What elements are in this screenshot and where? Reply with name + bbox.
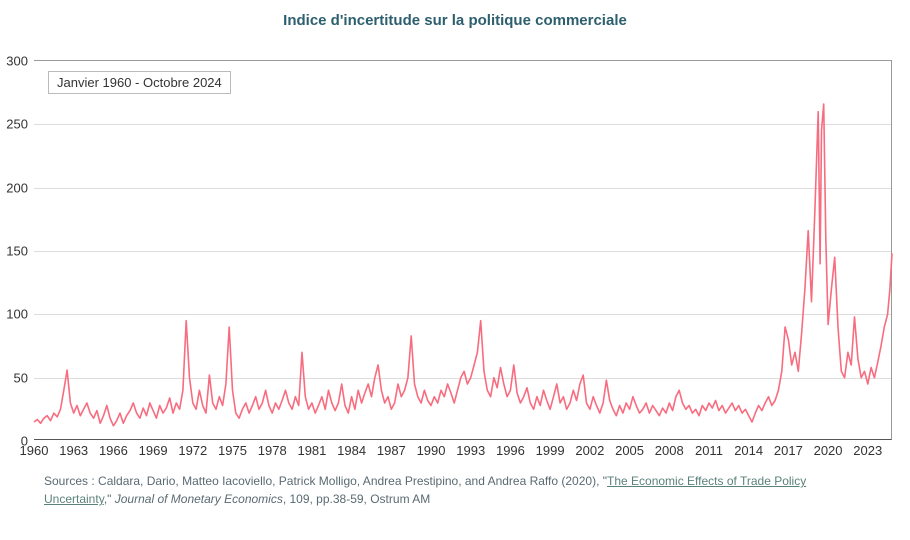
x-tick-label: 1999 bbox=[536, 443, 565, 458]
y-tick-label: 100 bbox=[6, 307, 28, 322]
x-tick-label: 1993 bbox=[456, 443, 485, 458]
x-tick-label: 1969 bbox=[139, 443, 168, 458]
x-tick-label: 2014 bbox=[734, 443, 763, 458]
x-tick-label: 1987 bbox=[377, 443, 406, 458]
x-tick-label: 1975 bbox=[218, 443, 247, 458]
source-tail: , 109, pp.38-59, Ostrum AM bbox=[283, 492, 430, 506]
x-tick-label: 2005 bbox=[615, 443, 644, 458]
x-tick-label: 2011 bbox=[695, 443, 723, 458]
x-tick-label: 1990 bbox=[417, 443, 446, 458]
x-tick-label: 1984 bbox=[337, 443, 366, 458]
source-prefix: Sources : bbox=[44, 474, 98, 488]
x-tick-label: 2008 bbox=[655, 443, 684, 458]
series-line bbox=[34, 61, 892, 441]
x-tick-label: 1963 bbox=[59, 443, 88, 458]
source-suffix: ," bbox=[104, 492, 115, 506]
x-tick-label: 1978 bbox=[258, 443, 287, 458]
x-tick-label: 2020 bbox=[814, 443, 843, 458]
chart-source: Sources : Caldara, Dario, Matteo Iacovie… bbox=[44, 472, 824, 508]
chart-plot-area: Janvier 1960 - Octobre 2024 050100150200… bbox=[34, 60, 892, 440]
x-tick-label: 1996 bbox=[496, 443, 525, 458]
x-tick-label: 2002 bbox=[575, 443, 604, 458]
x-tick-label: 1960 bbox=[20, 443, 49, 458]
source-journal: Journal of Monetary Economics bbox=[115, 492, 283, 506]
y-tick-label: 200 bbox=[6, 180, 28, 195]
x-tick-label: 1981 bbox=[297, 443, 326, 458]
x-tick-label: 2017 bbox=[774, 443, 803, 458]
source-authors: Caldara, Dario, Matteo Iacoviello, Patri… bbox=[98, 474, 607, 488]
y-tick-label: 50 bbox=[14, 370, 28, 385]
y-tick-label: 300 bbox=[6, 54, 28, 69]
y-tick-label: 150 bbox=[6, 244, 28, 259]
x-tick-label: 2023 bbox=[853, 443, 882, 458]
y-tick-label: 250 bbox=[6, 117, 28, 132]
chart-title: Indice d'incertitude sur la politique co… bbox=[0, 0, 910, 37]
x-tick-label: 1972 bbox=[178, 443, 207, 458]
x-tick-label: 1966 bbox=[99, 443, 128, 458]
